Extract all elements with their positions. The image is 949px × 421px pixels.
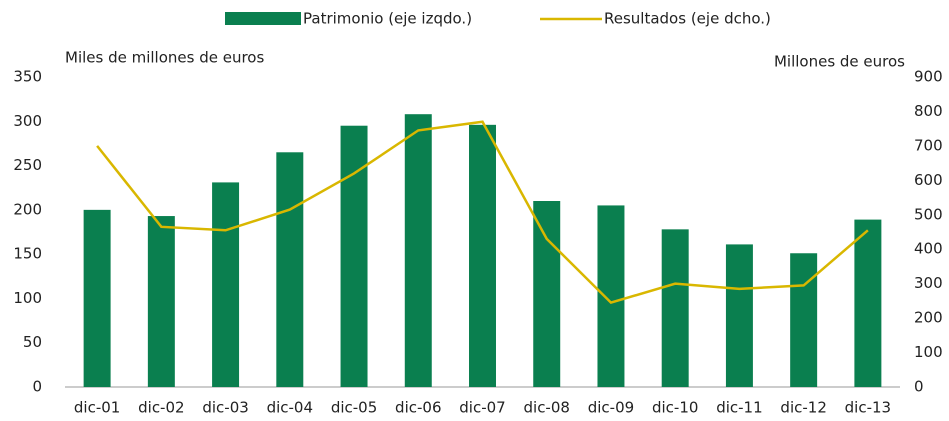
y-tick-label: 300 bbox=[13, 112, 42, 130]
bar bbox=[212, 182, 240, 387]
x-tick-label: dic-10 bbox=[652, 399, 698, 417]
y-tick-label: 0 bbox=[32, 378, 42, 396]
y2-tick-label: 600 bbox=[914, 171, 943, 189]
line bbox=[96, 120, 869, 305]
x-tick-label: dic-04 bbox=[267, 399, 313, 417]
bar bbox=[533, 201, 561, 387]
x-tick-label: dic-08 bbox=[524, 399, 570, 417]
y2-tick-label: 300 bbox=[914, 274, 943, 292]
x-tick-label: dic-09 bbox=[588, 399, 634, 417]
x-tick-label: dic-03 bbox=[202, 399, 248, 417]
y-tick-label: 250 bbox=[13, 156, 42, 174]
bar bbox=[83, 209, 111, 387]
x-tick-label: dic-06 bbox=[395, 399, 441, 417]
y-tick-label: 350 bbox=[13, 68, 42, 86]
bar bbox=[404, 114, 432, 387]
bar bbox=[725, 244, 753, 387]
y2-tick-label: 500 bbox=[914, 205, 943, 223]
x-tick-label: dic-02 bbox=[138, 399, 184, 417]
y-axis-title: Miles de millones de euros bbox=[65, 49, 264, 67]
y2-axis-title: Millones de euros bbox=[774, 53, 905, 71]
y2-tick-label: 400 bbox=[914, 240, 943, 258]
x-tick-label: dic-01 bbox=[74, 399, 120, 417]
bar bbox=[597, 205, 625, 387]
bar bbox=[790, 253, 818, 387]
legend-swatch bbox=[225, 12, 301, 25]
y2-tick-label: 700 bbox=[914, 136, 943, 154]
x-tick-label: dic-05 bbox=[331, 399, 377, 417]
bar bbox=[340, 125, 368, 387]
bar bbox=[661, 229, 689, 387]
y2-tick-label: 0 bbox=[914, 378, 924, 396]
y-tick-label: 150 bbox=[13, 245, 42, 263]
bar bbox=[469, 124, 496, 387]
y2-tick-label: 800 bbox=[914, 102, 943, 120]
y-tick-label: 200 bbox=[13, 200, 42, 218]
x-tick-label: dic-12 bbox=[780, 399, 826, 417]
bar bbox=[854, 219, 882, 387]
y2-tick-label: 200 bbox=[914, 309, 943, 327]
legend-label: Patrimonio (eje izqdo.) bbox=[303, 10, 472, 28]
x-tick-label: dic-07 bbox=[459, 399, 505, 417]
y-tick-label: 100 bbox=[13, 289, 42, 307]
x-tick-label: dic-13 bbox=[845, 399, 891, 417]
x-tick-label: dic-11 bbox=[716, 399, 762, 417]
y2-tick-label: 900 bbox=[914, 68, 943, 86]
legend-label: Resultados (eje dcho.) bbox=[604, 10, 771, 28]
y-tick-label: 50 bbox=[23, 333, 42, 351]
bar bbox=[276, 152, 304, 387]
bar bbox=[147, 216, 175, 387]
y2-tick-label: 100 bbox=[914, 343, 943, 361]
